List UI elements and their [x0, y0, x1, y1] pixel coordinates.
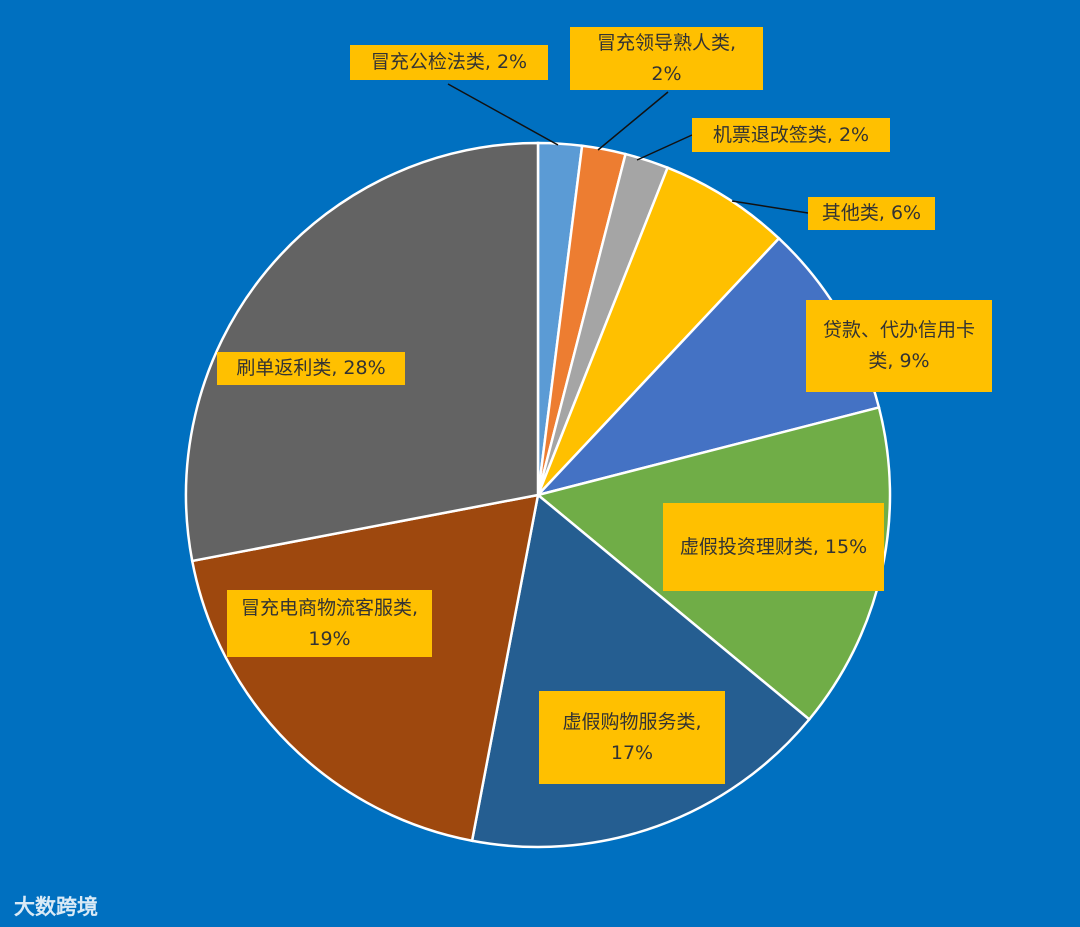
leader-line: [597, 91, 669, 151]
leader-line: [447, 83, 559, 146]
pie-slice: [190, 493, 540, 843]
data-label: 冒充领导熟人类, 2%: [570, 27, 763, 90]
data-label: 刷单返利类, 28%: [217, 352, 405, 385]
data-label: 其他类, 6%: [808, 197, 935, 230]
leader-line: [731, 200, 809, 214]
watermark: 大数跨境: [14, 895, 98, 919]
pie-slice: [536, 166, 781, 496]
leader-line: [636, 134, 693, 161]
pie-slice: [184, 141, 540, 563]
data-label: 贷款、代办信用卡类, 9%: [806, 300, 992, 392]
data-label: 虚假投资理财类, 15%: [663, 503, 884, 591]
data-label: 冒充公检法类, 2%: [350, 45, 548, 80]
data-label: 虚假购物服务类, 17%: [539, 691, 725, 784]
data-label: 冒充电商物流客服类, 19%: [227, 590, 432, 657]
data-label: 机票退改签类, 2%: [692, 118, 890, 152]
